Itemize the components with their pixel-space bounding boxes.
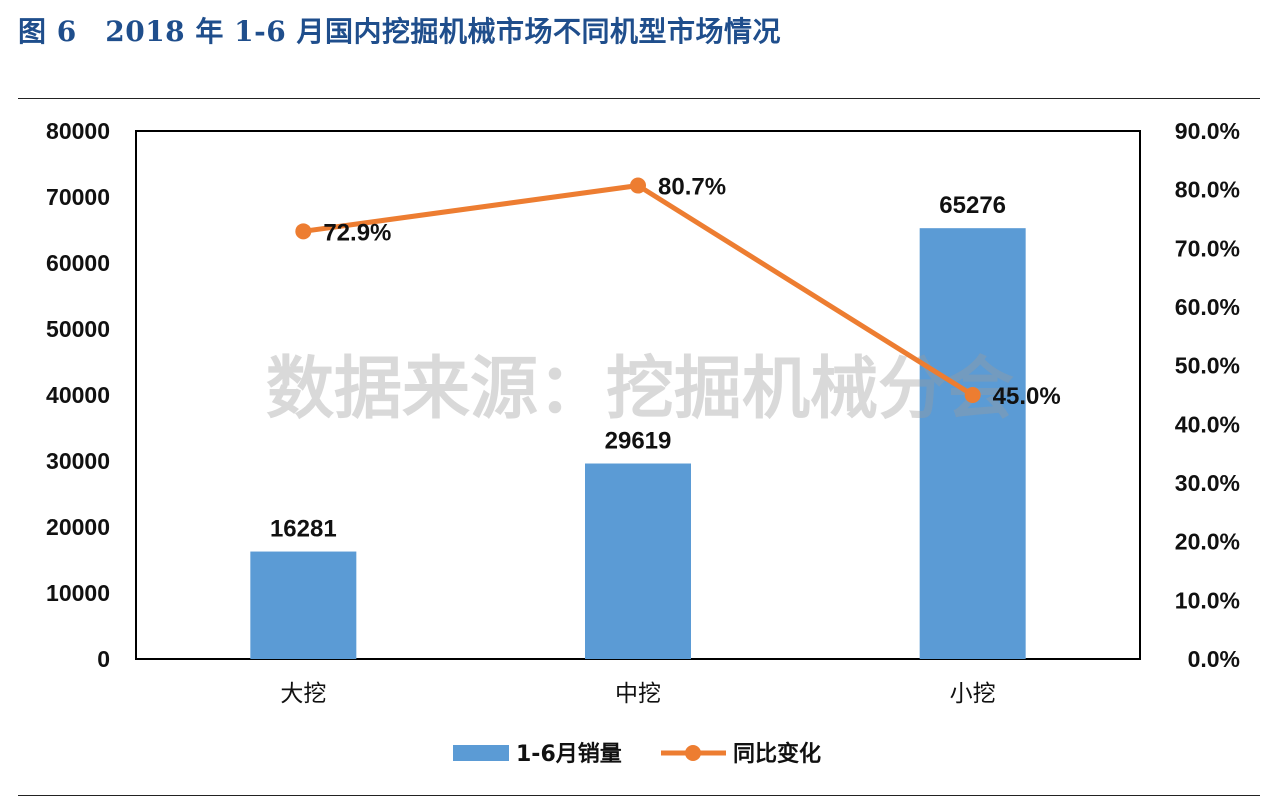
right-tick-label: 10.0% bbox=[1175, 587, 1240, 613]
left-tick-label: 30000 bbox=[46, 448, 110, 474]
line-series bbox=[295, 177, 981, 403]
right-tick-label: 20.0% bbox=[1175, 529, 1240, 555]
left-tick-label: 80000 bbox=[46, 118, 110, 144]
legend-marker-line bbox=[685, 745, 701, 761]
legend-swatch-bar bbox=[453, 745, 509, 761]
right-tick-label: 50.0% bbox=[1175, 353, 1240, 379]
line-value-label: 80.7% bbox=[658, 174, 726, 201]
right-tick-label: 70.0% bbox=[1175, 235, 1240, 261]
right-tick-label: 90.0% bbox=[1175, 118, 1240, 144]
line-value-label: 45.0% bbox=[993, 383, 1061, 410]
bar-value-label: 16281 bbox=[270, 516, 337, 543]
category-label: 大挖 bbox=[280, 681, 326, 707]
legend-label-line: 同比变化 bbox=[733, 741, 821, 767]
right-tick-label: 40.0% bbox=[1175, 411, 1240, 437]
line-value-label: 72.9% bbox=[323, 219, 391, 246]
line-data-labels: 72.9% 80.7% 45.0% bbox=[323, 174, 1060, 410]
bar-value-label: 65276 bbox=[939, 192, 1006, 219]
left-tick-label: 20000 bbox=[46, 514, 110, 540]
left-tick-label: 0 bbox=[97, 646, 110, 672]
bar-series bbox=[250, 228, 1026, 659]
line-marker bbox=[964, 387, 981, 403]
right-axis-ticks: 0.0% 10.0% 20.0% 30.0% 40.0% 50.0% 60.0% 70.0% 8… bbox=[1175, 118, 1240, 672]
category-label: 小挖 bbox=[950, 681, 996, 707]
category-axis-labels: 大挖 中挖 小挖 bbox=[280, 681, 995, 707]
left-tick-label: 70000 bbox=[46, 184, 110, 210]
legend: 1-6月销量 同比变化 bbox=[453, 741, 821, 767]
watermark: 数据来源：挖掘机械分会 bbox=[266, 350, 1014, 429]
right-tick-label: 30.0% bbox=[1175, 470, 1240, 496]
bar bbox=[919, 228, 1026, 659]
right-tick-label: 0.0% bbox=[1188, 646, 1240, 672]
left-tick-label: 50000 bbox=[46, 316, 110, 342]
watermark-text: 数据来源：挖掘机械分会 bbox=[266, 350, 1014, 429]
right-tick-label: 60.0% bbox=[1175, 294, 1240, 320]
line-marker bbox=[630, 177, 646, 194]
left-axis-ticks: 0 10000 20000 30000 40000 50000 60000 70000 8000… bbox=[46, 118, 110, 672]
legend-label-bar: 1-6月销量 bbox=[516, 742, 622, 767]
right-tick-label: 80.0% bbox=[1175, 177, 1240, 203]
bar-data-labels: 16281 29619 65276 bbox=[270, 192, 1006, 542]
bar bbox=[585, 463, 691, 659]
line-marker bbox=[295, 223, 312, 240]
bar bbox=[250, 551, 357, 659]
left-tick-label: 10000 bbox=[46, 580, 110, 606]
figure-title: 图 6 2018 年 1-6 月国内挖掘机械市场不同机型市场情况 bbox=[18, 15, 781, 48]
category-label: 中挖 bbox=[615, 681, 661, 707]
left-tick-label: 40000 bbox=[46, 382, 110, 408]
top-rule bbox=[18, 98, 1260, 99]
bar-value-label: 29619 bbox=[605, 428, 672, 455]
left-tick-label: 60000 bbox=[46, 250, 110, 276]
bottom-rule bbox=[18, 795, 1260, 796]
